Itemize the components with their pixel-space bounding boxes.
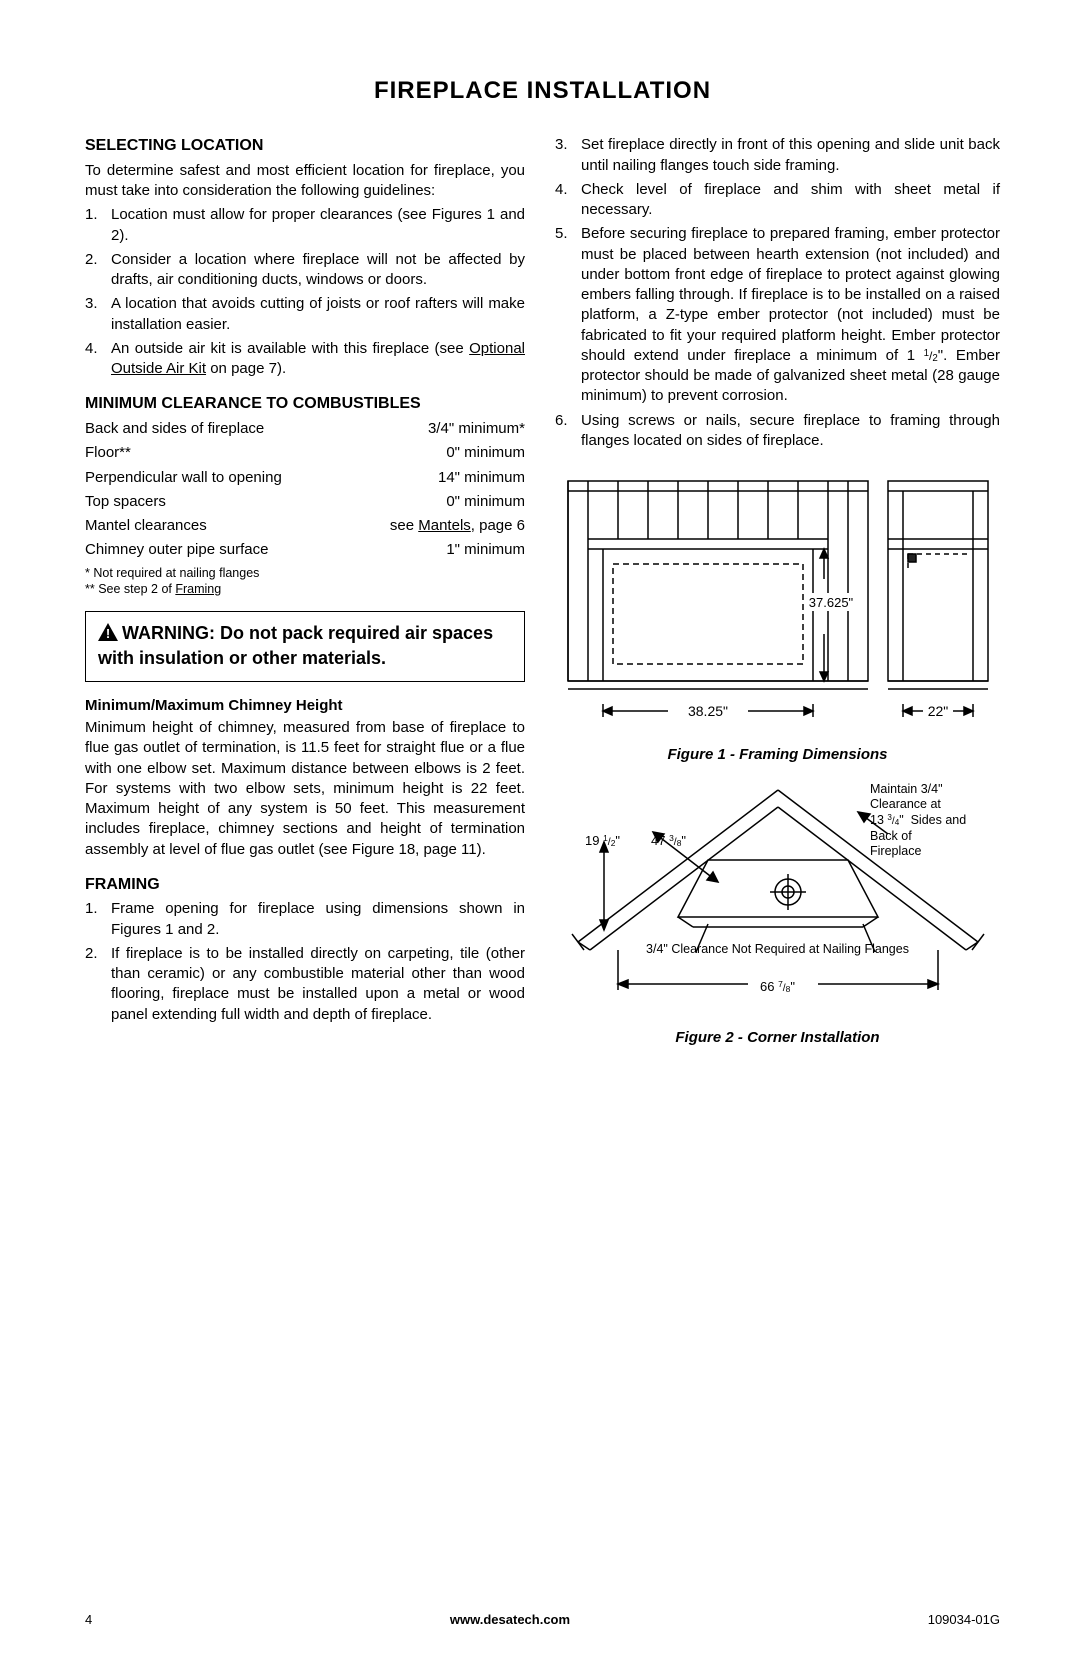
dim-label: 47 3/8": [651, 832, 686, 850]
warning-text: WARNING: Do not pack re­quired air space…: [98, 623, 493, 668]
clearance-table: Back and sides of fireplace3/4" minimum*…: [85, 419, 525, 561]
list-item: 3.Set fireplace directly in front of thi…: [555, 135, 1000, 176]
framing-list: 1.Frame opening for fireplace using dime…: [85, 899, 525, 1025]
framing-list-continued: 3.Set fireplace directly in front of thi…: [555, 135, 1000, 451]
warning-box: ! WARNING: Do not pack re­quired air spa…: [85, 611, 525, 682]
figure-caption: Figure 2 - Corner Installation: [555, 1028, 1000, 1048]
location-list: 1.Location must allow for proper clearan…: [85, 205, 525, 379]
footnote: ** See step 2 of Framing: [85, 581, 525, 597]
footnote: * Not required at nailing flanges: [85, 565, 525, 581]
clearance-note: Maintain 3/4"Clearance at13 3/4" Sides a…: [870, 782, 1000, 860]
dim-label: 66 7/8": [555, 978, 1000, 996]
list-item: 1.Location must allow for proper clearan…: [85, 205, 525, 246]
figure-1: 38.25" 22" 37.625" Figure 1 - Framing Di…: [555, 469, 1000, 766]
table-row: Floor**0" minimum: [85, 443, 525, 463]
page-number: 4: [85, 1611, 92, 1629]
table-row: Mantel clearancessee Mantels, page 6: [85, 516, 525, 536]
right-column: 3.Set fireplace directly in front of thi…: [555, 135, 1000, 1064]
list-item: 4.Check level of fireplace and shim with…: [555, 180, 1000, 221]
list-item: 6.Using screws or nails, secure fireplac…: [555, 411, 1000, 452]
warning-triangle-icon: !: [98, 623, 118, 647]
section-heading: FRAMING: [85, 874, 525, 896]
chimney-paragraph: Minimum height of chimney, measured from…: [85, 718, 525, 860]
document-number: 109034-01G: [928, 1611, 1000, 1629]
table-row: Back and sides of fireplace3/4" minimum*: [85, 419, 525, 439]
list-item: 2.Consider a location where fireplace wi…: [85, 250, 525, 291]
list-item: 3.A location that avoids cutting of jois…: [85, 294, 525, 335]
footer-url: www.desatech.com: [450, 1611, 570, 1629]
table-row: Perpendicular wall to opening14" minimum: [85, 468, 525, 488]
figure-2: 19 1/2" 47 3/8" Maintain 3/4"Clearance a…: [555, 782, 1000, 1049]
section-heading: MINIMUM CLEARANCE TO COMBUSTIBLES: [85, 393, 525, 415]
framing-dimensions-diagram: 38.25" 22" 37.625": [558, 469, 998, 729]
dim-label: 19 1/2": [585, 832, 620, 850]
list-item: 4.An outside air kit is available with t…: [85, 339, 525, 380]
list-item: 1.Frame opening for fireplace using dime…: [85, 899, 525, 940]
dim-depth: 22": [927, 703, 948, 719]
dim-width: 38.25": [687, 703, 727, 719]
cross-ref-link: Mantels: [418, 517, 471, 534]
two-column-layout: SELECTING LOCATION To determine safest a…: [85, 135, 1000, 1064]
table-row: Top spacers0" minimum: [85, 492, 525, 512]
table-row: Chimney outer pipe surface1" minimum: [85, 540, 525, 560]
dim-height: 37.625": [808, 595, 853, 610]
sub-heading: Minimum/Maximum Chimney Height: [85, 696, 525, 716]
page-footer: 4 www.desatech.com 109034-01G: [85, 1611, 1000, 1629]
list-item: 5.Before securing fireplace to prepared …: [555, 224, 1000, 406]
clearance-note-2: 3/4" Clearance Not Required at Nailing F…: [555, 942, 1000, 958]
section-heading: SELECTING LOCATION: [85, 135, 525, 157]
list-item: 2.If fireplace is to be installed direct…: [85, 944, 525, 1025]
intro-paragraph: To determine safest and most efficient l…: [85, 161, 525, 202]
svg-text:!: !: [106, 626, 110, 641]
left-column: SELECTING LOCATION To determine safest a…: [85, 135, 525, 1064]
figure-caption: Figure 1 - Framing Dimensions: [555, 745, 1000, 765]
page-title: FIREPLACE INSTALLATION: [85, 75, 1000, 107]
